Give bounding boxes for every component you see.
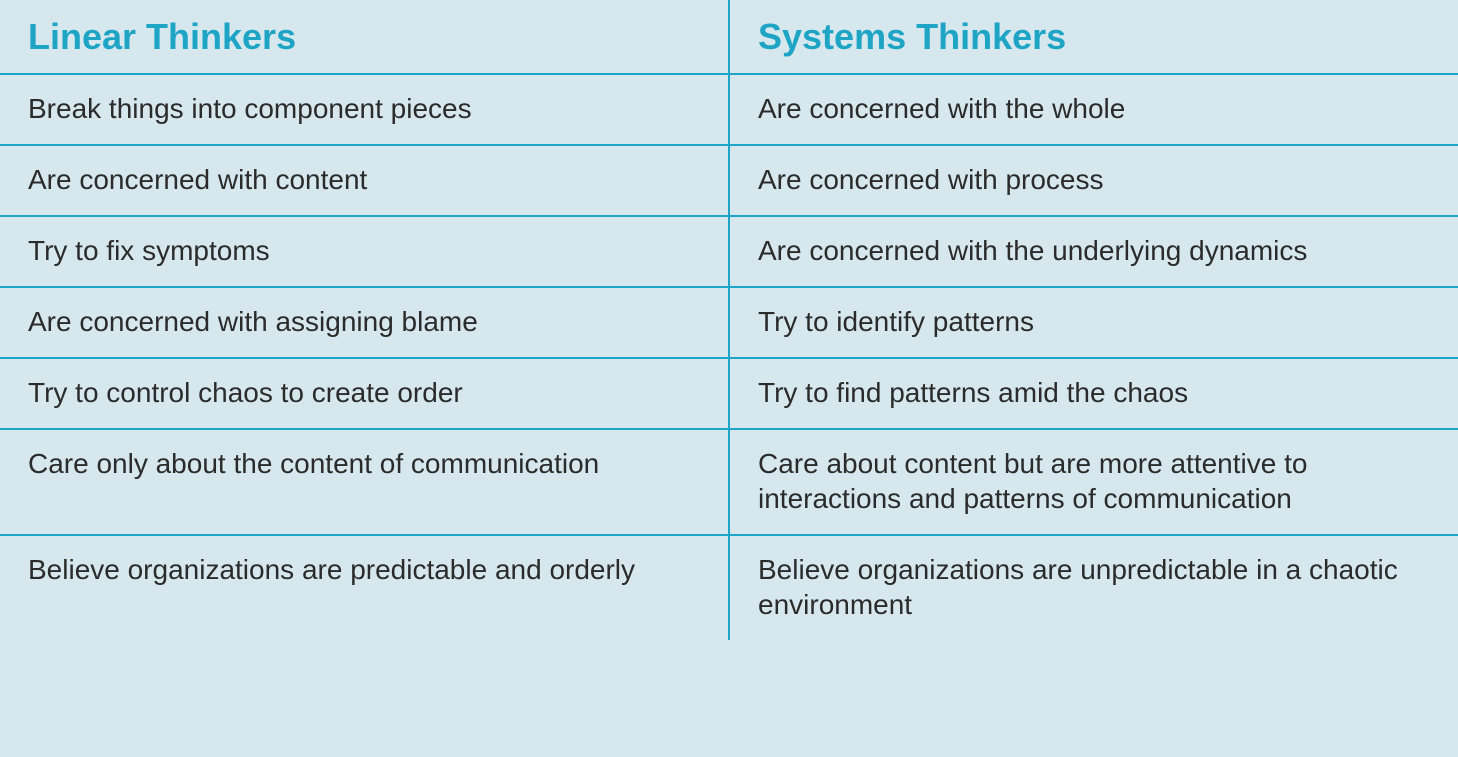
cell-linear: Break things into component pieces	[0, 74, 729, 145]
cell-linear: Are concerned with assigning blame	[0, 287, 729, 358]
cell-systems: Care about content but are more attentiv…	[729, 429, 1458, 535]
header-linear-thinkers: Linear Thinkers	[0, 0, 729, 74]
table-row: Believe organizations are predictable an…	[0, 535, 1458, 640]
cell-systems: Try to find patterns amid the chaos	[729, 358, 1458, 429]
header-systems-thinkers: Systems Thinkers	[729, 0, 1458, 74]
cell-linear: Are concerned with content	[0, 145, 729, 216]
cell-linear: Believe organizations are predictable an…	[0, 535, 729, 640]
table-row: Try to control chaos to create order Try…	[0, 358, 1458, 429]
table-row: Are concerned with content Are concerned…	[0, 145, 1458, 216]
cell-linear: Care only about the content of communica…	[0, 429, 729, 535]
table-row: Try to fix symptoms Are concerned with t…	[0, 216, 1458, 287]
comparison-table: Linear Thinkers Systems Thinkers Break t…	[0, 0, 1458, 640]
table-header-row: Linear Thinkers Systems Thinkers	[0, 0, 1458, 74]
cell-linear: Try to fix symptoms	[0, 216, 729, 287]
cell-systems: Believe organizations are unpredictable …	[729, 535, 1458, 640]
cell-systems: Are concerned with the whole	[729, 74, 1458, 145]
table-row: Break things into component pieces Are c…	[0, 74, 1458, 145]
cell-systems: Are concerned with the underlying dynami…	[729, 216, 1458, 287]
cell-linear: Try to control chaos to create order	[0, 358, 729, 429]
cell-systems: Are concerned with process	[729, 145, 1458, 216]
cell-systems: Try to identify patterns	[729, 287, 1458, 358]
table-row: Are concerned with assigning blame Try t…	[0, 287, 1458, 358]
table-row: Care only about the content of communica…	[0, 429, 1458, 535]
